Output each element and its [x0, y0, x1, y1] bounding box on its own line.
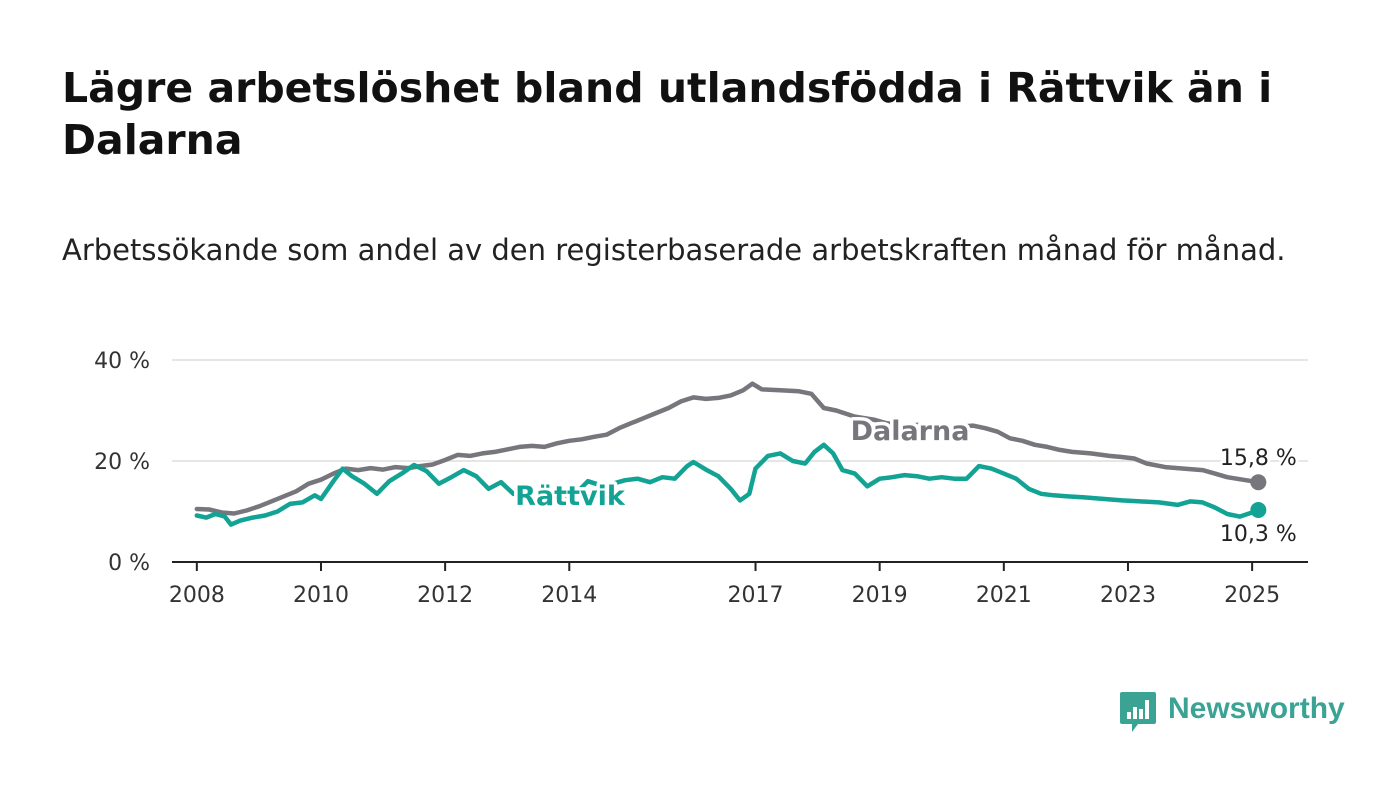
end-value-label: 15,8 % [1220, 446, 1297, 471]
x-tick-label: 2010 [293, 583, 349, 608]
chart-logo-icon [1120, 692, 1156, 732]
brand-name: Newsworthy [1168, 692, 1345, 725]
newsworthy-logo: Newsworthy [1118, 690, 1348, 736]
y-tick-label: 20 % [94, 450, 150, 475]
x-tick-label: 2019 [852, 583, 908, 608]
x-tick-label: 2025 [1224, 583, 1280, 608]
series-label: Rättvik [515, 481, 626, 512]
series-end-point [1250, 474, 1267, 491]
chart-title: Lägre arbetslöshet bland utlandsfödda i … [62, 64, 1273, 164]
series-label: Dalarna [851, 416, 970, 447]
y-tick-label: 0 % [108, 551, 150, 576]
line-chart: 0 % 20 % 40 % 2008 2010 2012 2014 2017 2019 2021 2… [94, 349, 1308, 608]
chart-subtitle: Arbetssökande som andel av den registerb… [62, 233, 1286, 267]
end-value-label: 10,3 % [1220, 522, 1297, 547]
x-tick-label: 2021 [976, 583, 1032, 608]
series-line-dalarna [194, 381, 1261, 516]
x-tick-label: 2012 [417, 583, 473, 608]
y-tick-label: 40 % [94, 349, 150, 374]
x-tick-label: 2008 [169, 583, 225, 608]
x-tick-label: 2023 [1100, 583, 1156, 608]
x-tick-label: 2014 [541, 583, 597, 608]
series-end-point [1250, 501, 1267, 518]
x-tick-label: 2017 [728, 583, 784, 608]
series-line-rattvik [194, 442, 1261, 527]
